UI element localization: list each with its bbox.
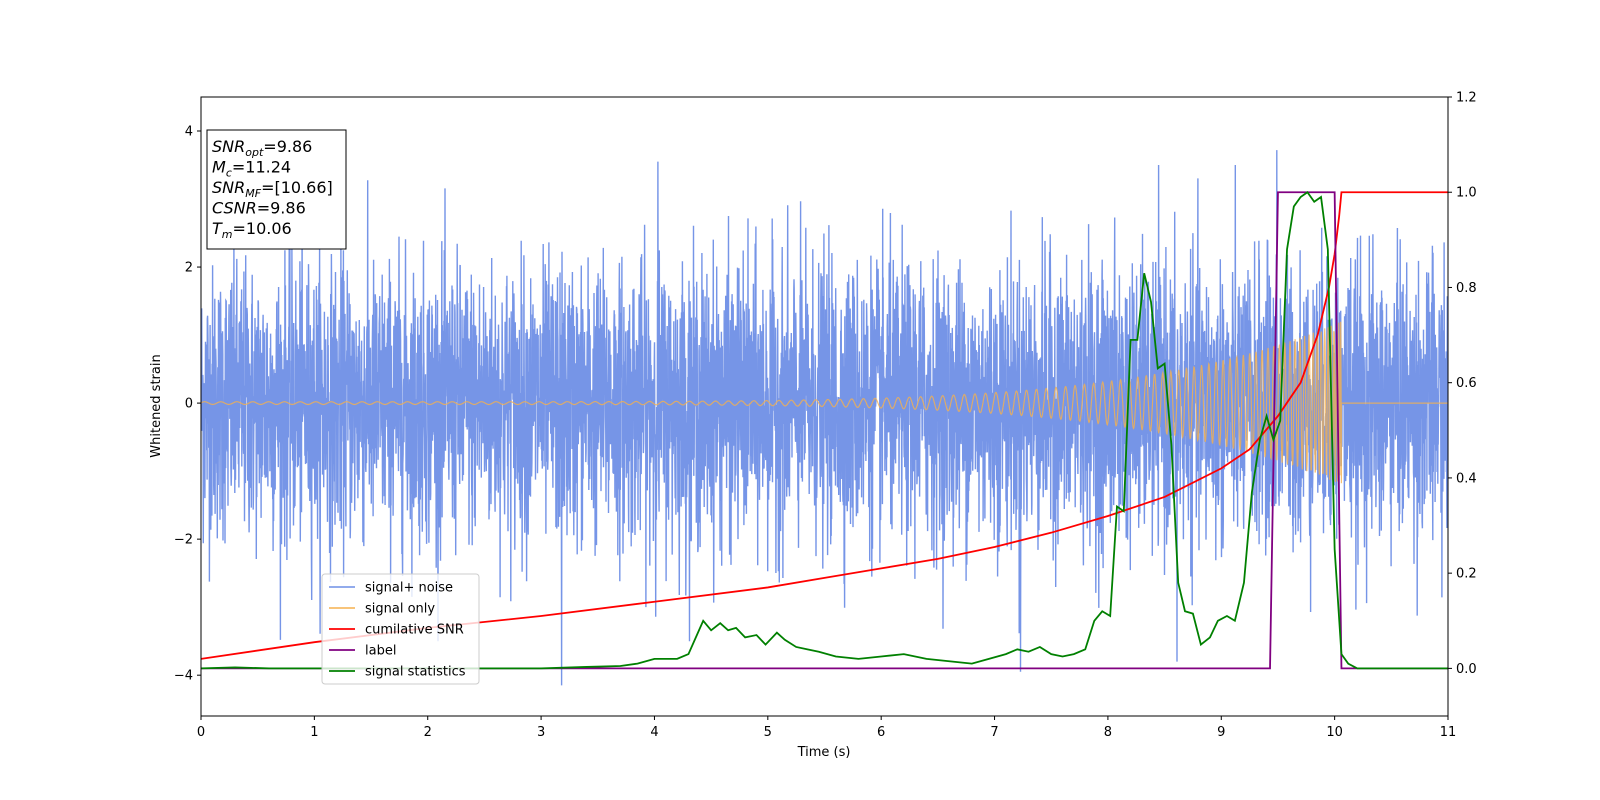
x-tick-label: 8 (1104, 725, 1112, 740)
axes-layer: 0 1 2 3 4 5 6 7 8 9 10 11 −4 −2 0 2 4 0.0 0.2 0.4 0.6 0.8 1.0 1… (174, 91, 1477, 741)
info-line: SNRopt=9.86 (212, 137, 312, 159)
info-box: SNRopt=9.86Mc=11.24SNRMF=[10.66]CSNR=9.8… (206, 129, 347, 250)
legend-label: cumilative SNR (365, 623, 464, 638)
x-tick-label: 3 (537, 725, 545, 740)
y-axis-title: Whitened strain (149, 354, 164, 457)
plot-frame (200, 96, 1449, 717)
x-tick-label: 10 (1326, 725, 1343, 740)
x-tick-label: 5 (764, 725, 772, 740)
info-box-frame (206, 129, 347, 250)
legend-frame (321, 573, 480, 685)
x-tick-label: 7 (990, 725, 998, 740)
series-signal-only (201, 321, 1448, 484)
info-line: SNRMF=[10.66] (212, 178, 333, 200)
x-tick-label: 6 (877, 725, 885, 740)
y-right-tick-label: 0.0 (1456, 662, 1477, 677)
series-layer (201, 150, 1448, 686)
info-line: Mc=11.24 (212, 158, 291, 180)
legend-label: label (365, 644, 396, 659)
y-right-tick-label: 0.4 (1456, 471, 1477, 486)
y-right-tick-label: 1.0 (1456, 186, 1477, 201)
y-right-tick-label: 1.2 (1456, 91, 1477, 106)
y-right-tick-label: 0.2 (1456, 567, 1477, 582)
legend-label: signal only (365, 602, 435, 617)
series-cumilative-snr (201, 191, 1448, 660)
x-tick-label: 0 (197, 725, 205, 740)
series-signal-statistics (201, 190, 1448, 670)
y-left-tick-label: 2 (185, 261, 193, 276)
info-line: Tm=10.06 (212, 219, 292, 241)
y-left-tick-label: 0 (185, 397, 193, 412)
x-tick-label: 2 (424, 725, 432, 740)
legend-label: signal statistics (365, 665, 466, 680)
legend: signal+ noise signal only cumilative SNR la… (321, 573, 480, 685)
y-right-tick-label: 0.8 (1456, 281, 1477, 296)
y-left-tick-label: −4 (174, 669, 193, 684)
x-axis-title: Time (s) (797, 745, 851, 760)
y-left-tick-label: −2 (174, 533, 193, 548)
legend-label: signal+ noise (365, 581, 453, 596)
info-line: CSNR=9.86 (212, 199, 306, 218)
x-tick-label: 4 (650, 725, 658, 740)
x-tick-label: 11 (1440, 725, 1457, 740)
y-left-tick-label: 4 (185, 125, 193, 140)
y-right-tick-label: 0.6 (1456, 376, 1477, 391)
x-tick-label: 1 (310, 725, 318, 740)
x-tick-label: 9 (1217, 725, 1225, 740)
series-signal-noise (201, 150, 1448, 686)
